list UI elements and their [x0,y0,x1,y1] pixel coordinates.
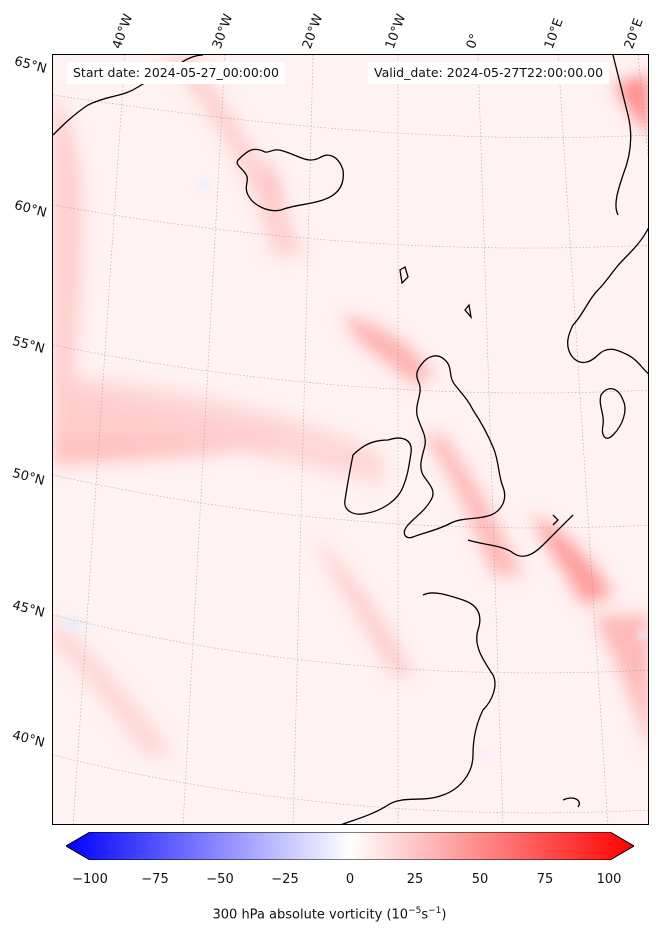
colorbar-tick: −100 [72,872,108,887]
colorbar-label-exp1: −5 [408,906,422,916]
colorbar-label-text: 300 hPa absolute vorticity (10 [212,907,409,923]
vorticity-map [52,54,649,825]
colorbar [66,832,634,860]
colorbar-tick: 0 [345,872,355,887]
lat-label-50n: 50°N [10,466,47,489]
lon-label-10e: 10°E [541,16,567,51]
lat-label-60n: 60°N [12,198,49,221]
colorbar-tick: 100 [596,872,622,887]
lon-label-20w: 20°W [299,12,327,51]
colorbar-tick: 75 [536,872,554,887]
lat-label-40n: 40°N [10,728,47,751]
colorbar-label-close: ) [441,907,447,923]
colorbar-tick: −75 [141,872,169,887]
map-canvas [53,55,648,824]
lat-label-45n: 45°N [10,598,47,621]
colorbar-tick: 50 [471,872,489,887]
colorbar-tick: 25 [406,872,424,887]
colorbar-bar [66,832,634,860]
coastlines [53,55,648,824]
colorbar-label-exp2: −1 [428,906,442,916]
lon-label-40w: 40°W [109,12,137,51]
lon-label-30w: 30°W [209,12,237,51]
scandinavia-coast [567,227,648,375]
colorbar-label-unit: s [421,907,429,923]
lon-label-20e: 20°E [621,16,647,51]
vorticity-field [53,55,648,755]
western-europe-coast [341,592,496,824]
greenland-coast [53,55,204,136]
iceland-coast [236,148,344,212]
denmark-coast [599,388,626,439]
lat-label-65n: 65°N [12,54,49,77]
lon-label-10w: 10°W [382,12,410,51]
colorbar-tick: −25 [271,872,299,887]
great-britain-coast [403,355,506,539]
ireland-coast [344,437,412,515]
lon-label-0: 0° [463,31,484,51]
channel-coast [467,514,574,557]
colorbar-label: 300 hPa absolute vorticity (10−5s−1) [0,906,659,922]
lat-label-55n: 55°N [10,334,47,357]
valid-date-label: Valid_date: 2024-05-27T22:00:00.00 [368,62,610,84]
vorticity-minima [61,180,648,759]
norway-north-coast [612,55,632,216]
colorbar-tick: −50 [206,872,234,887]
start-date-label: Start date: 2024-05-27_00:00:00 [67,62,285,84]
